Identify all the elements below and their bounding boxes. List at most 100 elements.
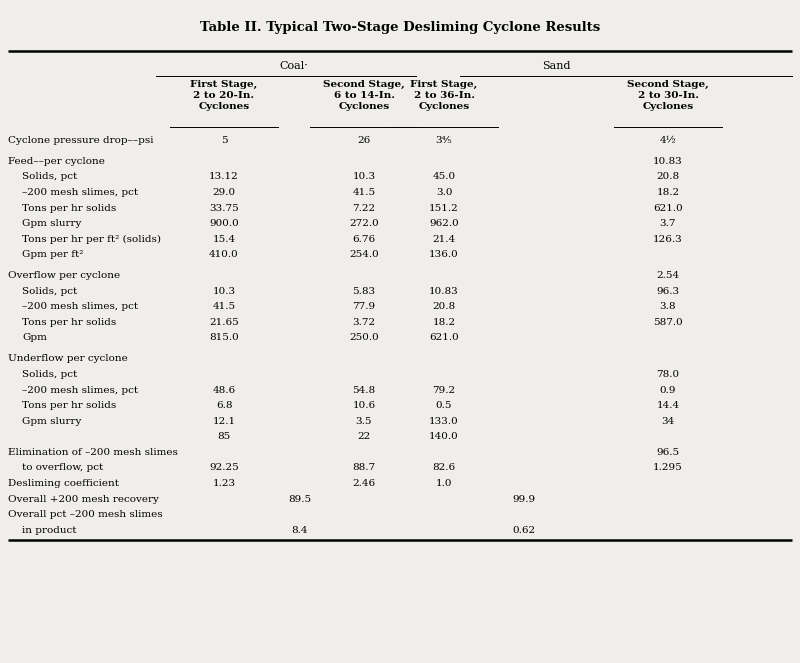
Text: Overall pct –200 mesh slimes: Overall pct –200 mesh slimes bbox=[8, 510, 162, 519]
Text: to overflow, pct: to overflow, pct bbox=[22, 463, 104, 473]
Text: Elimination of –200 mesh slimes: Elimination of –200 mesh slimes bbox=[8, 448, 178, 457]
Text: 254.0: 254.0 bbox=[349, 250, 379, 259]
Text: 10.6: 10.6 bbox=[353, 401, 375, 410]
Text: 54.8: 54.8 bbox=[353, 385, 375, 394]
Text: 272.0: 272.0 bbox=[349, 219, 379, 228]
Text: Tons per hr solids: Tons per hr solids bbox=[22, 318, 117, 327]
Text: Coal·: Coal· bbox=[280, 61, 308, 72]
Text: 151.2: 151.2 bbox=[429, 204, 459, 213]
Text: 3⅘: 3⅘ bbox=[436, 136, 452, 145]
Text: 77.9: 77.9 bbox=[353, 302, 375, 312]
Text: 14.4: 14.4 bbox=[657, 401, 679, 410]
Text: Solids, pct: Solids, pct bbox=[22, 370, 78, 379]
Text: Tons per hr solids: Tons per hr solids bbox=[22, 401, 117, 410]
Text: Tons per hr solids: Tons per hr solids bbox=[22, 204, 117, 213]
Text: 7.22: 7.22 bbox=[353, 204, 375, 213]
Text: 815.0: 815.0 bbox=[209, 333, 239, 343]
Text: 410.0: 410.0 bbox=[209, 250, 239, 259]
Text: First Stage,
2 to 20-In.
Cyclones: First Stage, 2 to 20-In. Cyclones bbox=[190, 80, 258, 111]
Text: 133.0: 133.0 bbox=[429, 416, 459, 426]
Text: 2.46: 2.46 bbox=[353, 479, 375, 488]
Text: 21.65: 21.65 bbox=[209, 318, 239, 327]
Text: Table II. Typical Two-Stage Desliming Cyclone Results: Table II. Typical Two-Stage Desliming Cy… bbox=[200, 21, 600, 34]
Text: 621.0: 621.0 bbox=[429, 333, 459, 343]
Text: –200 mesh slimes, pct: –200 mesh slimes, pct bbox=[22, 188, 138, 197]
Text: 10.83: 10.83 bbox=[653, 156, 683, 166]
Text: 48.6: 48.6 bbox=[213, 385, 235, 394]
Text: First Stage,
2 to 36-In.
Cyclones: First Stage, 2 to 36-In. Cyclones bbox=[410, 80, 478, 111]
Text: 18.2: 18.2 bbox=[657, 188, 679, 197]
Text: 33.75: 33.75 bbox=[209, 204, 239, 213]
Text: 3.7: 3.7 bbox=[660, 219, 676, 228]
Text: 82.6: 82.6 bbox=[433, 463, 455, 473]
Text: 92.25: 92.25 bbox=[209, 463, 239, 473]
Text: Gpm: Gpm bbox=[22, 333, 47, 343]
Text: 136.0: 136.0 bbox=[429, 250, 459, 259]
Text: 18.2: 18.2 bbox=[433, 318, 455, 327]
Text: Second Stage,
2 to 30-In.
Cyclones: Second Stage, 2 to 30-In. Cyclones bbox=[627, 80, 709, 111]
Text: 78.0: 78.0 bbox=[657, 370, 679, 379]
Text: 4½: 4½ bbox=[660, 136, 676, 145]
Text: 79.2: 79.2 bbox=[433, 385, 455, 394]
Text: 3.8: 3.8 bbox=[660, 302, 676, 312]
Text: 85: 85 bbox=[218, 432, 230, 442]
Text: 26: 26 bbox=[358, 136, 370, 145]
Text: 41.5: 41.5 bbox=[213, 302, 235, 312]
Text: 1.23: 1.23 bbox=[213, 479, 235, 488]
Text: 5.83: 5.83 bbox=[353, 286, 375, 296]
Text: 89.5: 89.5 bbox=[289, 495, 311, 504]
Text: 3.0: 3.0 bbox=[436, 188, 452, 197]
Text: Solids, pct: Solids, pct bbox=[22, 286, 78, 296]
Text: 13.12: 13.12 bbox=[209, 172, 239, 182]
Text: Desliming coefficient: Desliming coefficient bbox=[8, 479, 119, 488]
Text: Feed––per cyclone: Feed––per cyclone bbox=[8, 156, 105, 166]
Text: Solids, pct: Solids, pct bbox=[22, 172, 78, 182]
Text: 96.3: 96.3 bbox=[657, 286, 679, 296]
Text: 96.5: 96.5 bbox=[657, 448, 679, 457]
Text: 587.0: 587.0 bbox=[653, 318, 683, 327]
Text: 21.4: 21.4 bbox=[433, 235, 455, 244]
Text: 34: 34 bbox=[662, 416, 674, 426]
Text: 3.72: 3.72 bbox=[353, 318, 375, 327]
Text: 962.0: 962.0 bbox=[429, 219, 459, 228]
Text: in product: in product bbox=[22, 526, 77, 535]
Text: Overall +200 mesh recovery: Overall +200 mesh recovery bbox=[8, 495, 159, 504]
Text: 2.54: 2.54 bbox=[657, 271, 679, 280]
Text: 20.8: 20.8 bbox=[433, 302, 455, 312]
Text: 140.0: 140.0 bbox=[429, 432, 459, 442]
Text: 15.4: 15.4 bbox=[213, 235, 235, 244]
Text: 900.0: 900.0 bbox=[209, 219, 239, 228]
Text: 10.3: 10.3 bbox=[213, 286, 235, 296]
Text: Gpm slurry: Gpm slurry bbox=[22, 219, 82, 228]
Text: 1.0: 1.0 bbox=[436, 479, 452, 488]
Text: 0.5: 0.5 bbox=[436, 401, 452, 410]
Text: 1.295: 1.295 bbox=[653, 463, 683, 473]
Text: 10.83: 10.83 bbox=[429, 286, 459, 296]
Text: 20.8: 20.8 bbox=[657, 172, 679, 182]
Text: Underflow per cyclone: Underflow per cyclone bbox=[8, 354, 128, 363]
Text: 6.8: 6.8 bbox=[216, 401, 232, 410]
Text: 3.5: 3.5 bbox=[356, 416, 372, 426]
Text: 22: 22 bbox=[358, 432, 370, 442]
Text: 8.4: 8.4 bbox=[292, 526, 308, 535]
Text: 41.5: 41.5 bbox=[353, 188, 375, 197]
Text: Second Stage,
6 to 14-In.
Cyclones: Second Stage, 6 to 14-In. Cyclones bbox=[323, 80, 405, 111]
Text: –200 mesh slimes, pct: –200 mesh slimes, pct bbox=[22, 385, 138, 394]
Text: Overflow per cyclone: Overflow per cyclone bbox=[8, 271, 120, 280]
Text: 0.62: 0.62 bbox=[513, 526, 535, 535]
Text: 88.7: 88.7 bbox=[353, 463, 375, 473]
Text: Gpm per ft²: Gpm per ft² bbox=[22, 250, 84, 259]
Text: 5: 5 bbox=[221, 136, 227, 145]
Text: 621.0: 621.0 bbox=[653, 204, 683, 213]
Text: Cyclone pressure drop––psi: Cyclone pressure drop––psi bbox=[8, 136, 154, 145]
Text: 126.3: 126.3 bbox=[653, 235, 683, 244]
Text: 29.0: 29.0 bbox=[213, 188, 235, 197]
Text: 0.9: 0.9 bbox=[660, 385, 676, 394]
Text: 12.1: 12.1 bbox=[213, 416, 235, 426]
Text: Tons per hr per ft² (solids): Tons per hr per ft² (solids) bbox=[22, 235, 162, 244]
Text: –200 mesh slimes, pct: –200 mesh slimes, pct bbox=[22, 302, 138, 312]
Text: 45.0: 45.0 bbox=[433, 172, 455, 182]
Text: 99.9: 99.9 bbox=[513, 495, 535, 504]
Text: Sand: Sand bbox=[542, 61, 570, 72]
Text: 6.76: 6.76 bbox=[353, 235, 375, 244]
